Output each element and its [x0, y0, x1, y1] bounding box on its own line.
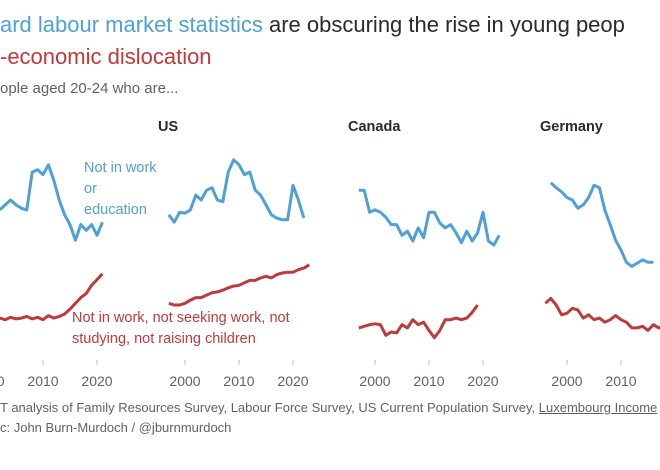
title-highlight: ard labour market statistics	[0, 12, 263, 37]
subtitle: ople aged 20-24 who are...	[0, 80, 179, 97]
title-rest: are obscuring the rise in young peop	[262, 12, 625, 37]
x-tick-label: 2000	[359, 373, 390, 389]
series-line	[358, 304, 479, 340]
panel-title: Canada	[348, 119, 401, 135]
x-tick-label: 2010	[223, 373, 254, 389]
panel-title: Germany	[540, 119, 603, 135]
legend-label: Not in work or education	[84, 160, 157, 218]
x-tick-label: 2000	[0, 373, 5, 389]
x-tick-label: 2010	[27, 373, 58, 389]
panel-title: US	[158, 119, 178, 135]
series-line	[549, 181, 654, 268]
x-tick-label: 2000	[551, 373, 582, 389]
title-line: -economic dislocation	[0, 44, 212, 69]
series-line	[168, 263, 310, 307]
series-line	[167, 158, 306, 224]
legend-label: Not in work, not seeking work, not study…	[72, 310, 290, 347]
x-tick-label: 2010	[413, 373, 444, 389]
x-tick-label: 2010	[605, 373, 636, 389]
x-tick-label: 2020	[277, 373, 308, 389]
x-tick-label: 2020	[467, 373, 498, 389]
source: T analysis of Family Resources Survey, L…	[0, 400, 657, 415]
series-line	[0, 272, 104, 322]
source-link[interactable]: Luxembourg Income	[538, 400, 658, 415]
title: ard labour market statistics are obscuri…	[0, 12, 625, 38]
series-line	[0, 163, 104, 242]
credit: c: John Burn-Murdoch / @jburnmurdoch	[0, 420, 232, 435]
series-line	[358, 188, 501, 247]
x-tick-label: 2020	[81, 373, 112, 389]
series-line	[544, 296, 660, 332]
x-tick-label: 2000	[169, 373, 200, 389]
source-text: T analysis of Family Resources Survey, L…	[0, 400, 539, 415]
